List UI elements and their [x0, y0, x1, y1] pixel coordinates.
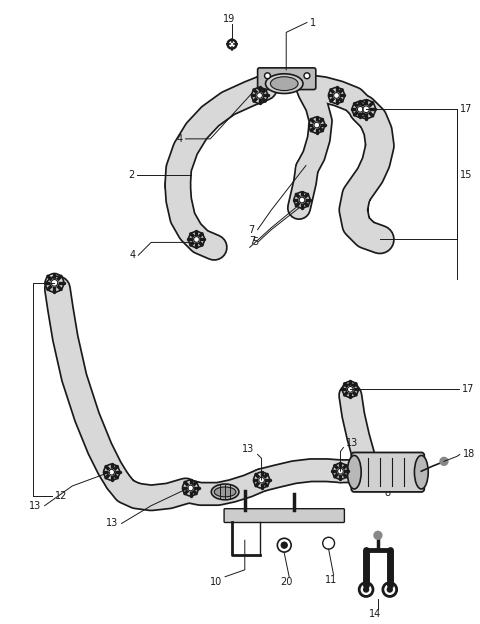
Ellipse shape [211, 484, 239, 500]
Text: 15: 15 [460, 170, 472, 180]
Circle shape [364, 587, 369, 592]
Text: 17: 17 [460, 104, 472, 114]
Circle shape [193, 236, 199, 242]
Circle shape [229, 42, 234, 47]
Text: 7: 7 [250, 236, 256, 246]
Text: 13: 13 [347, 437, 359, 447]
Circle shape [440, 457, 448, 466]
FancyBboxPatch shape [351, 452, 424, 492]
Circle shape [109, 469, 115, 475]
Circle shape [51, 280, 58, 286]
FancyBboxPatch shape [224, 509, 344, 522]
Circle shape [357, 107, 363, 112]
Circle shape [314, 122, 320, 128]
Circle shape [363, 106, 370, 112]
Circle shape [348, 386, 353, 392]
Circle shape [188, 485, 193, 491]
Text: 2: 2 [128, 170, 134, 180]
Text: 11: 11 [324, 575, 336, 585]
Circle shape [374, 532, 382, 539]
Text: 1: 1 [310, 17, 316, 27]
Circle shape [337, 469, 343, 474]
Text: 4: 4 [129, 250, 135, 260]
Text: 17: 17 [462, 384, 474, 394]
Text: 20: 20 [280, 577, 292, 587]
Ellipse shape [414, 456, 428, 489]
Text: 19: 19 [223, 14, 235, 24]
Circle shape [334, 92, 339, 99]
Text: 13: 13 [242, 444, 255, 454]
Text: 10: 10 [210, 577, 222, 587]
Circle shape [305, 74, 309, 77]
Text: 12: 12 [54, 491, 67, 501]
Ellipse shape [265, 74, 303, 94]
Circle shape [227, 39, 237, 49]
Circle shape [259, 477, 264, 483]
FancyBboxPatch shape [258, 68, 316, 90]
Text: 14: 14 [369, 609, 381, 619]
Circle shape [387, 587, 392, 592]
Circle shape [281, 542, 287, 548]
Circle shape [266, 74, 269, 77]
Circle shape [299, 197, 305, 203]
Circle shape [264, 73, 270, 79]
Text: 5: 5 [252, 237, 259, 247]
Ellipse shape [270, 77, 298, 90]
Text: 4: 4 [177, 134, 183, 144]
Text: 13: 13 [106, 519, 119, 529]
Text: 13: 13 [29, 500, 42, 510]
Text: 8: 8 [385, 488, 391, 498]
Text: 18: 18 [463, 449, 475, 459]
Text: 7: 7 [249, 225, 255, 235]
Ellipse shape [214, 487, 236, 497]
Ellipse shape [348, 456, 361, 489]
Circle shape [304, 73, 310, 79]
Circle shape [257, 92, 263, 99]
